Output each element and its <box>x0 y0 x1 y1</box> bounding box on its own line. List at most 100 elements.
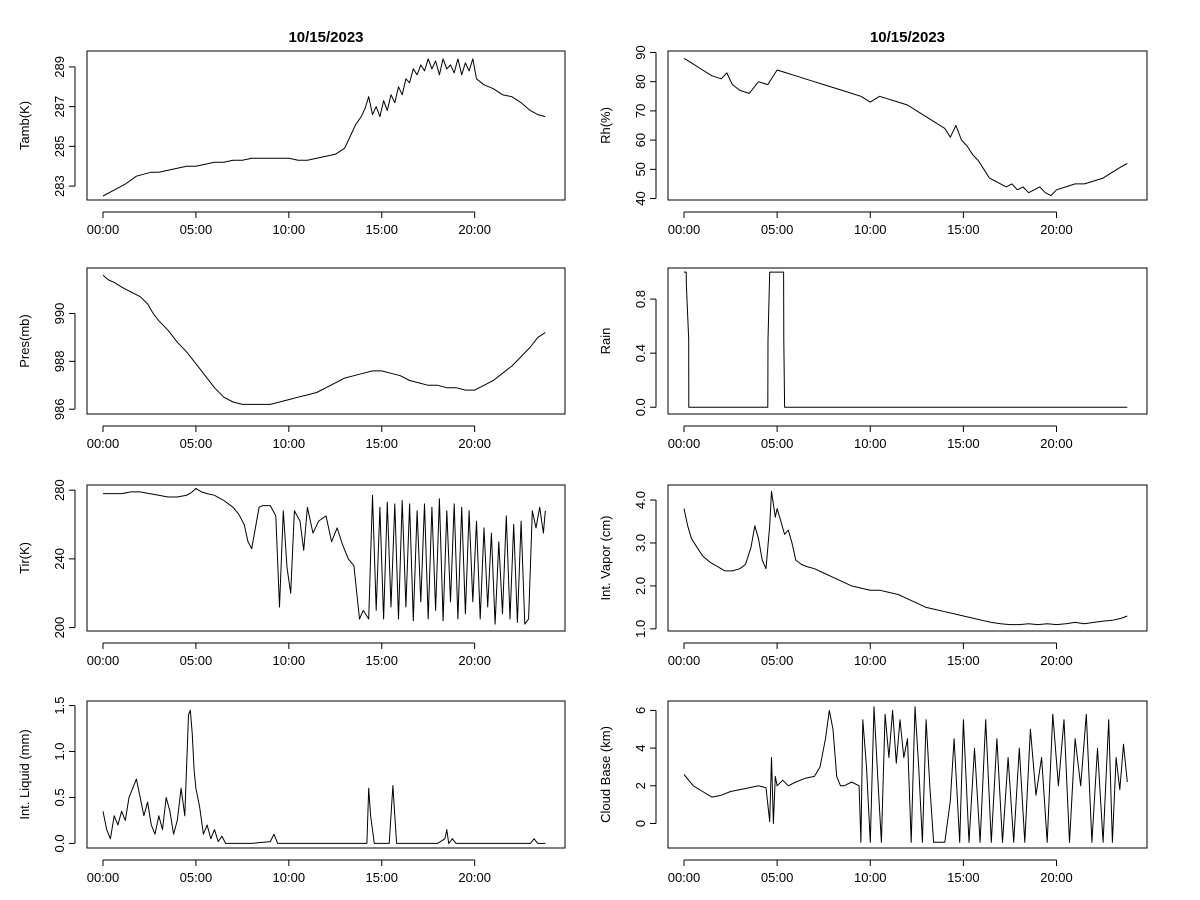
y-axis-label: Pres(mb) <box>17 314 32 367</box>
x-tick-label: 20:00 <box>1040 870 1073 885</box>
panel-8: 00:00 05:00 10:00 15:00 20:00 0 2 4 6 Cloud Base … <box>598 700 1148 885</box>
x-tick-label: 05:00 <box>761 222 794 237</box>
plot-frame <box>667 484 1148 632</box>
panel-title: 10/15/2023 <box>288 29 363 46</box>
series-line-1 <box>102 274 546 405</box>
panel-7: 00:00 05:00 10:00 15:00 20:00 0.0 0.5 1.0 1.5 Int… <box>17 697 566 885</box>
plot-frame <box>86 50 566 201</box>
x-tick-label: 15:00 <box>365 653 398 668</box>
x-tick-label: 10:00 <box>273 222 306 237</box>
x-tick-label: 05:00 <box>180 870 213 885</box>
x-tick-label: 00:00 <box>87 870 120 885</box>
y-tick-label: 2.0 <box>633 577 648 595</box>
plot-frame <box>667 267 1148 415</box>
y-tick-label: 285 <box>52 136 67 158</box>
plot-frame <box>86 700 566 849</box>
x-tick-label: 05:00 <box>180 653 213 668</box>
x-tick-label: 20:00 <box>1040 436 1073 451</box>
x-tick-label: 10:00 <box>273 653 306 668</box>
x-tick-label: 10:00 <box>273 870 306 885</box>
y-tick-label: 0 <box>633 820 648 827</box>
y-tick-label: 0.0 <box>52 834 67 852</box>
y-tick-label: 1.0 <box>52 742 67 760</box>
y-tick-label: 0.0 <box>633 398 648 416</box>
series-line-1 <box>683 490 1128 626</box>
y-tick-label: 6 <box>633 707 648 714</box>
y-tick-label: 287 <box>52 96 67 118</box>
y-tick-label: 240 <box>52 548 67 570</box>
y-axis-label: Rh(%) <box>598 107 613 144</box>
x-tick-label: 15:00 <box>365 222 398 237</box>
x-tick-label: 05:00 <box>180 222 213 237</box>
y-axis-label: Cloud Base (km) <box>598 726 613 823</box>
y-tick-label: 986 <box>52 398 67 420</box>
x-tick-label: 20:00 <box>458 222 491 237</box>
y-tick-label: 1.5 <box>52 697 67 715</box>
y-axis-label: Int. Liquid (mm) <box>17 729 32 819</box>
series-line-1 <box>102 58 546 197</box>
x-tick-label: 15:00 <box>365 870 398 885</box>
y-tick-label: 60 <box>633 133 648 147</box>
y-tick-label: 283 <box>52 175 67 197</box>
y-tick-label: 70 <box>633 104 648 118</box>
x-tick-label: 10:00 <box>854 653 887 668</box>
x-tick-label: 10:00 <box>854 222 887 237</box>
x-tick-label: 00:00 <box>668 222 701 237</box>
y-tick-label: 0.4 <box>633 344 648 362</box>
plot-frame <box>667 50 1148 201</box>
series-line-1 <box>683 57 1128 197</box>
y-tick-label: 200 <box>52 617 67 639</box>
panel-title: 10/15/2023 <box>870 29 945 46</box>
y-tick-label: 289 <box>52 56 67 78</box>
panel-5: 00:00 05:00 10:00 15:00 20:00 200 240 280 Tir(K) <box>17 479 566 668</box>
x-tick-label: 20:00 <box>458 653 491 668</box>
y-axis-label: Tir(K) <box>17 542 32 574</box>
x-tick-label: 15:00 <box>947 870 980 885</box>
panel-6: 00:00 05:00 10:00 15:00 20:00 1.0 2.0 3.0 4.0 Int… <box>598 484 1148 668</box>
y-tick-label: 50 <box>633 162 648 176</box>
series-line-1 <box>103 487 546 625</box>
y-tick-label: 4 <box>633 744 648 751</box>
y-tick-label: 2 <box>633 782 648 789</box>
y-tick-label: 40 <box>633 191 648 205</box>
x-tick-label: 00:00 <box>668 653 701 668</box>
x-tick-label: 10:00 <box>273 436 306 451</box>
x-tick-label: 00:00 <box>87 222 120 237</box>
x-tick-label: 05:00 <box>761 870 794 885</box>
x-tick-label: 20:00 <box>1040 653 1073 668</box>
y-tick-label: 988 <box>52 350 67 372</box>
x-tick-label: 00:00 <box>87 653 120 668</box>
x-tick-label: 00:00 <box>668 870 701 885</box>
x-tick-label: 15:00 <box>947 436 980 451</box>
plot-frame <box>86 484 566 632</box>
series-line-1 <box>102 709 546 844</box>
x-tick-label: 20:00 <box>458 436 491 451</box>
plot-frame <box>667 700 1148 849</box>
y-tick-label: 3.0 <box>633 534 648 552</box>
x-tick-label: 15:00 <box>947 222 980 237</box>
y-tick-label: 280 <box>52 479 67 501</box>
y-tick-label: 90 <box>633 45 648 59</box>
panel-2: 10/15/2023 00:00 05:00 10:00 15:00 20:00 40 50 6… <box>598 29 1148 237</box>
x-tick-label: 15:00 <box>365 436 398 451</box>
x-tick-label: 05:00 <box>180 436 213 451</box>
y-axis-label: Rain <box>598 328 613 355</box>
y-tick-label: 0.5 <box>52 788 67 806</box>
panel-1: 10/15/2023 00:00 05:00 10:00 15:00 20:00 283 28… <box>17 29 566 237</box>
y-tick-label: 0.8 <box>633 290 648 308</box>
x-tick-label: 20:00 <box>458 870 491 885</box>
x-tick-label: 05:00 <box>761 436 794 451</box>
y-tick-label: 4.0 <box>633 491 648 509</box>
x-tick-label: 00:00 <box>668 436 701 451</box>
y-axis-label: Int. Vapor (cm) <box>598 515 613 600</box>
panel-3: 00:00 05:00 10:00 15:00 20:00 986 988 990 Pres(m… <box>17 267 566 451</box>
series-line-1 <box>683 706 1128 843</box>
x-tick-label: 10:00 <box>854 436 887 451</box>
x-tick-label: 00:00 <box>87 436 120 451</box>
y-tick-label: 1.0 <box>633 620 648 638</box>
plot-frame <box>86 267 566 415</box>
y-axis-label: Tamb(K) <box>17 101 32 150</box>
y-tick-label: 80 <box>633 74 648 88</box>
x-tick-label: 10:00 <box>854 870 887 885</box>
